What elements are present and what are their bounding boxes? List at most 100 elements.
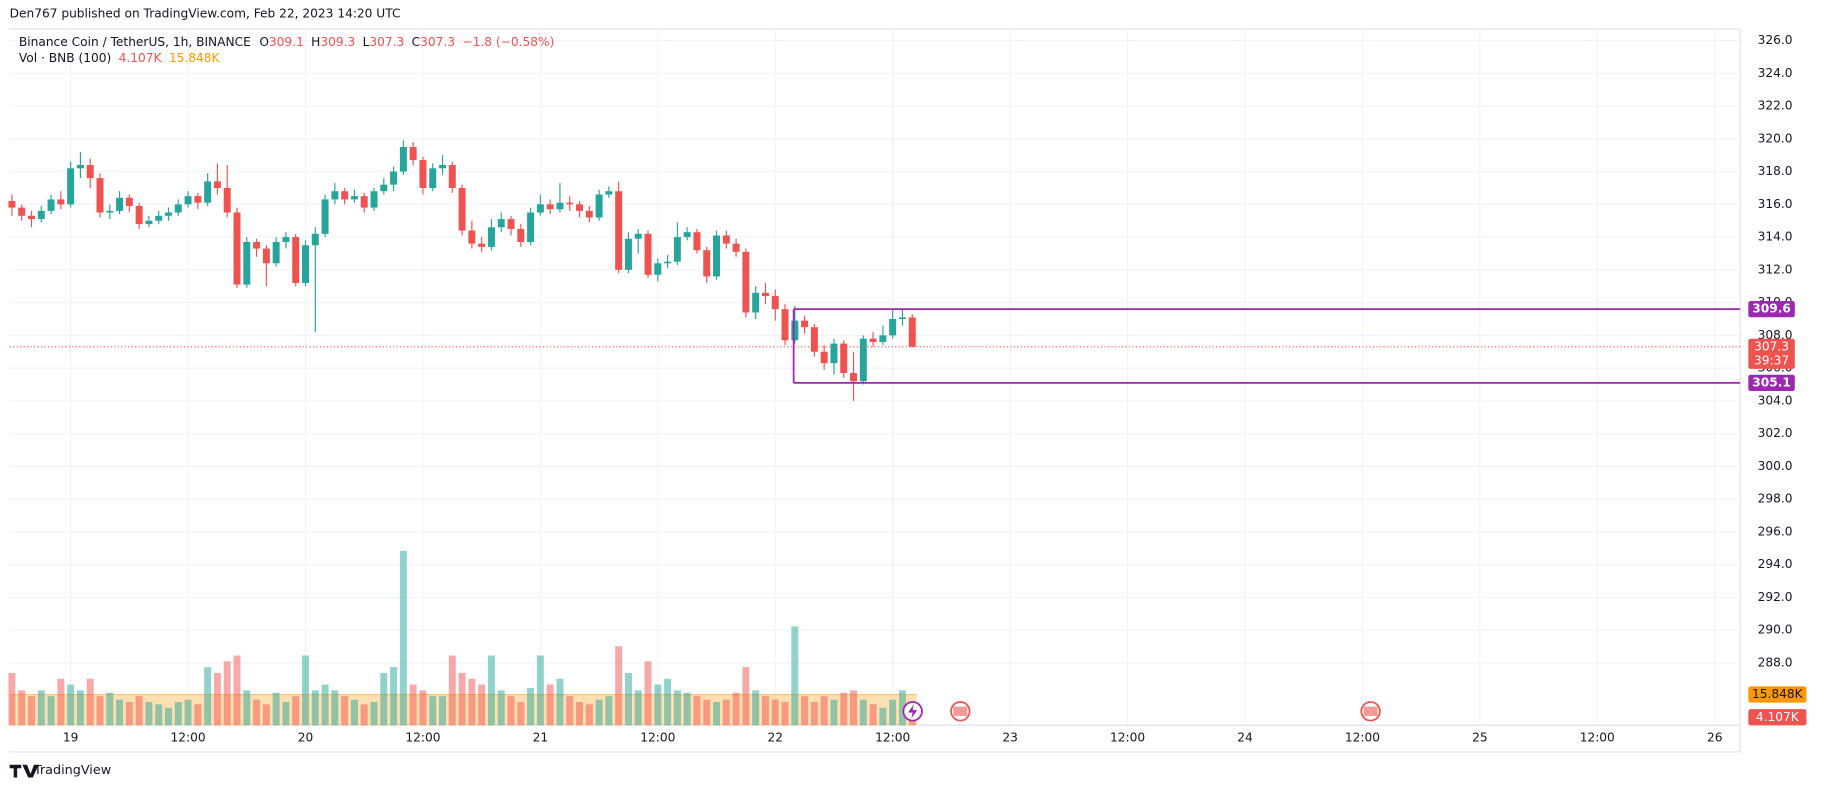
candle-body [380,184,388,192]
volume-bar [722,699,730,726]
candle-body [331,191,339,200]
candle-body [243,242,251,285]
volume-bar [585,704,593,726]
candle-body [761,292,769,297]
volume-bar [37,690,45,726]
volume-bar [889,699,897,726]
candle-body [145,220,153,224]
volume-bar [654,684,662,726]
volume-bar [360,704,368,726]
volume-bar [898,690,906,726]
x-tick-label: 12:00 [1110,731,1145,745]
candle-body [713,235,721,277]
volume-bar [703,699,711,726]
x-tick-label: 19 [63,731,79,745]
volume-bar [673,690,681,726]
x-tick-label: 22 [767,731,783,745]
candle-body [556,202,564,210]
volume-bar [664,678,672,726]
volume-bar [380,672,388,726]
volume-bar [321,684,329,726]
candle-body [419,160,427,188]
volume-bar [223,661,231,726]
volume-bar [8,672,16,726]
volume-bar [468,678,476,726]
candle-body [37,210,45,220]
volume-bar [409,684,417,726]
plot [8,29,1741,726]
candle-body [272,242,280,264]
volume-bar [810,701,818,726]
candle-body [116,197,124,211]
y-tick-label: 314.0 [1758,230,1793,244]
volume-bar [67,684,75,726]
level-label-box [1748,301,1795,318]
x-tick-label: 12:00 [171,731,206,745]
y-tick-label: 308.0 [1758,328,1793,342]
candle-body [125,197,133,206]
legend-close: 307.3 [420,34,455,48]
candle-body [409,146,417,161]
volume-bar [145,701,153,726]
legend-title: Binance Coin / TetherUS, 1h, BINANCE [19,34,251,48]
y-tick-label: 298.0 [1758,492,1793,506]
volume-bar [752,690,760,726]
volume-bar [546,684,554,726]
candle-body [86,165,94,179]
candle-body [8,201,16,208]
volume-bar [732,692,740,726]
candle-body [262,248,270,264]
y-tick-label: 324.0 [1758,66,1793,80]
volume-bar [771,699,779,726]
candle-body [165,212,172,216]
y-tick-label: 300.0 [1758,459,1793,473]
candle-body [341,191,349,200]
volume-bar [370,701,378,726]
y-tick-label: 304.0 [1758,393,1793,407]
y-tick-label: 292.0 [1758,590,1793,604]
candle-body [57,199,65,205]
volume-bar [86,678,94,726]
x-tick-label: 25 [1472,731,1488,745]
volume-bar [57,678,65,726]
candle-body [576,204,584,211]
publish-header: Den767 published on TradingView.com, Feb… [10,6,401,20]
x-tick-label: 20 [298,731,314,745]
volume-bar [556,678,564,726]
x-tick-label: 23 [1002,731,1018,745]
volume-bar [615,646,623,726]
x-tick-label: 21 [533,731,549,745]
candle-body [487,227,495,247]
volume-bar [213,672,221,726]
volume-legend: Vol · BNB (100) 4.107K 15.848K [19,51,221,65]
volume-bar [478,684,486,726]
volume-bar [448,655,456,726]
volume-bar [282,701,290,726]
countdown: 39:37 [1754,353,1789,367]
price-label: 307.3 [1754,339,1789,353]
candle-body [820,351,828,364]
candle-body [850,373,858,382]
candle-body [889,318,897,336]
y-tick-label: 320.0 [1758,131,1793,145]
candle-body [106,210,114,213]
volume-bar [18,690,26,726]
candle-body [399,146,407,172]
volume-bar [683,692,691,726]
volume-ma-box [1748,686,1807,703]
candle-body [439,165,446,169]
x-tick-label: 12:00 [405,731,440,745]
x-tick-label: 24 [1237,731,1253,745]
volume-bar [96,696,104,726]
legend-open: 309.1 [269,34,304,48]
legend-c: C [412,34,421,48]
volume-bar [272,692,280,726]
candle-body [634,233,642,239]
logo-mark [9,764,39,778]
candle-body [869,338,877,342]
price-box [1748,338,1795,369]
candle-body [830,343,838,364]
volume-bar [566,696,574,726]
volume-bar [292,696,300,726]
volume-bar [576,701,584,726]
